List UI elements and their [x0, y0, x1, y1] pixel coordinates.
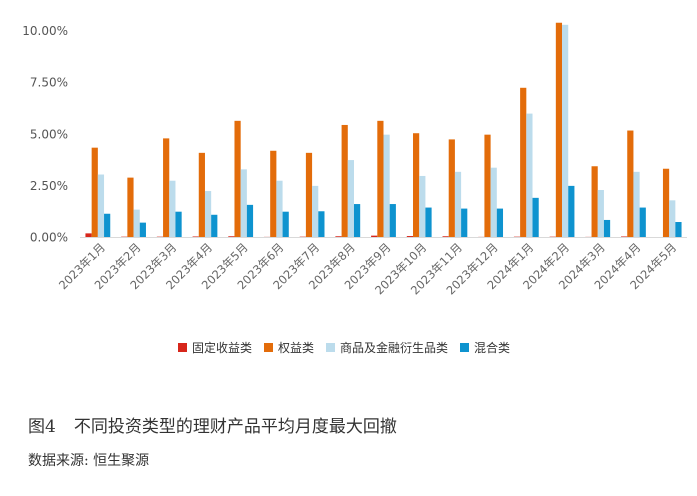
bar — [371, 235, 378, 238]
bar — [175, 211, 182, 238]
bar — [490, 167, 497, 238]
bar — [312, 185, 319, 238]
bar — [347, 160, 354, 238]
bar — [425, 207, 432, 238]
legend-label: 商品及金融衍生品类 — [340, 341, 449, 355]
bar — [448, 139, 455, 238]
bar — [496, 208, 504, 238]
bar — [413, 133, 420, 238]
bar — [246, 204, 254, 238]
bar — [104, 213, 111, 238]
legend-item-fixed-income: 固定收益类 — [178, 339, 252, 356]
bar — [305, 152, 313, 238]
legend-swatch — [178, 343, 187, 352]
bar — [562, 24, 569, 238]
bar — [169, 180, 176, 238]
bar — [97, 174, 105, 238]
legend-item-mixed: 混合类 — [460, 339, 510, 356]
bar-chart: 0.00% 2.50% 5.00% 7.50% 10.00% 2023年1月2023年2… — [22, 22, 687, 297]
bar — [383, 134, 390, 238]
bar — [675, 222, 682, 238]
legend-swatch — [264, 343, 274, 352]
bar — [639, 207, 646, 238]
bar — [282, 211, 289, 238]
bar — [335, 236, 342, 238]
y-tick-label: 0.00% — [30, 231, 68, 245]
bar — [133, 209, 140, 238]
bar — [240, 169, 247, 238]
bars — [85, 22, 682, 238]
legend-label: 混合类 — [474, 341, 511, 355]
figure-title: 不同投资类型的理财产品平均月度最大回撤 — [73, 417, 397, 437]
data-source: 数据来源: 恒生聚源 — [28, 453, 150, 469]
bar — [228, 236, 235, 238]
bar — [276, 180, 283, 238]
bar — [633, 171, 640, 238]
figure-caption: 图4 不同投资类型的理财产品平均月度最大回撤 — [28, 412, 397, 437]
legend: 固定收益类 权益类 商品及金融衍生品类 混合类 — [178, 339, 510, 356]
bar — [662, 168, 670, 238]
bar — [211, 214, 218, 238]
bar — [318, 211, 325, 238]
bar — [85, 233, 92, 238]
legend-label: 权益类 — [278, 341, 315, 355]
bar — [389, 204, 396, 238]
legend-swatch — [326, 343, 336, 352]
bar — [192, 236, 199, 238]
bar — [597, 190, 604, 238]
bar — [461, 208, 468, 238]
bar — [406, 236, 414, 238]
bar — [270, 150, 277, 238]
bar — [234, 120, 241, 238]
bar — [603, 219, 611, 238]
bar — [532, 197, 539, 238]
bar — [127, 177, 134, 238]
bar — [526, 113, 533, 238]
y-tick-label: 2.50% — [30, 179, 68, 193]
bar — [484, 134, 491, 238]
bar — [627, 130, 634, 238]
bar — [139, 222, 146, 238]
bar — [353, 204, 361, 238]
y-tick-label: 5.00% — [30, 127, 68, 141]
bar — [591, 166, 598, 238]
legend-item-commodity: 商品及金融衍生品类 — [326, 339, 448, 356]
y-tick-label: 7.50% — [30, 76, 68, 90]
legend-label: 固定收益类 — [192, 341, 253, 355]
bar — [377, 120, 384, 238]
bar — [163, 138, 170, 238]
legend-swatch — [460, 343, 470, 352]
legend-item-equity: 权益类 — [264, 339, 314, 356]
y-tick-label: 10.00% — [22, 24, 68, 38]
bar — [341, 124, 348, 238]
bar — [91, 147, 98, 238]
bar — [555, 22, 563, 238]
bar — [669, 200, 676, 238]
bar — [204, 191, 212, 238]
bar — [419, 175, 426, 238]
y-axis: 0.00% 2.50% 5.00% 7.50% 10.00% — [22, 24, 68, 245]
bar — [442, 236, 449, 238]
x-axis: 2023年1月2023年2月2023年3月2023年4月2023年5月2023年… — [56, 240, 679, 297]
bar — [198, 152, 205, 238]
bar — [621, 236, 628, 238]
bar — [520, 87, 527, 238]
bar — [568, 185, 575, 238]
bar — [454, 171, 462, 238]
figure-number: 图4 — [28, 417, 56, 437]
